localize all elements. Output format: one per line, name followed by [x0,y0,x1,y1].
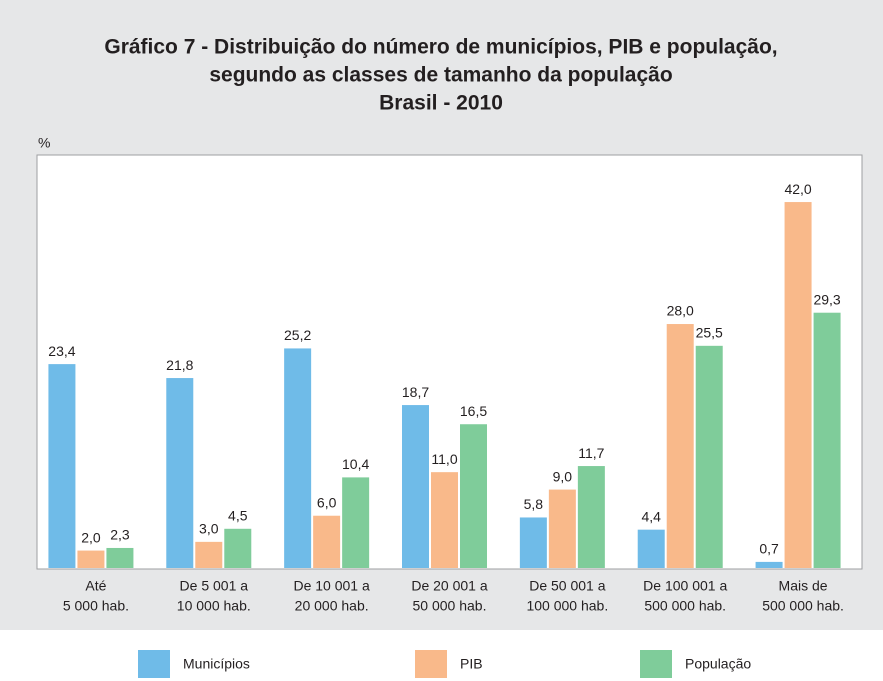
x-tick-label: 500 000 hab. [644,598,726,614]
bar [166,378,194,568]
x-tick-label: 10 000 hab. [177,598,251,614]
bar [195,541,223,568]
bar [402,405,429,568]
value-label: 21,8 [166,357,193,373]
x-tick-label: De 100 001 a [643,578,727,594]
value-label: 42,0 [784,181,811,197]
legend-label: Municípios [183,656,250,672]
bar [48,364,76,568]
bar [284,348,312,568]
bar [695,345,723,568]
chart-title: Brasil - 2010 [379,92,503,115]
value-label: 29,3 [813,291,840,307]
x-tick-label: Até [85,578,106,594]
legend-swatch [138,650,170,678]
x-tick-label: De 10 001 a [293,578,369,594]
bar [460,424,487,568]
value-label: 9,0 [553,468,573,484]
value-label: 23,4 [48,343,75,359]
value-label: 6,0 [317,494,337,510]
value-label: 11,7 [578,445,604,461]
y-axis-label: % [38,135,50,151]
value-label: 4,4 [641,508,661,524]
bar [548,489,576,568]
value-label: 5,8 [524,496,544,512]
bar [755,561,783,568]
x-tick-label: De 5 001 a [180,578,249,594]
x-tick-label: De 50 001 a [529,578,605,594]
x-tick-label: 50 000 hab. [413,598,487,614]
bar [224,528,252,568]
legend-swatch [415,650,447,678]
bar [519,517,547,568]
bar [666,324,694,568]
bar [106,547,134,568]
x-tick-label: 100 000 hab. [526,598,608,614]
bar [784,202,812,568]
chart-title: segundo as classes de tamanho da populaç… [209,64,672,87]
value-label: 2,3 [110,527,130,543]
legend-swatch [640,650,672,678]
bar [431,472,458,568]
value-label: 3,0 [199,521,219,537]
legend-label: PIB [460,656,483,672]
x-tick-label: Mais de [779,578,828,594]
bar [637,529,665,568]
bar [577,466,605,568]
bar [813,312,841,568]
value-label: 25,2 [284,327,311,343]
x-tick-label: 20 000 hab. [295,598,369,614]
value-label: 28,0 [667,303,694,319]
value-label: 16,5 [460,403,487,419]
value-label: 2,0 [81,529,101,545]
value-label: 4,5 [228,507,248,523]
value-label: 25,5 [696,325,723,341]
legend-label: População [685,656,751,672]
bar [313,515,341,568]
chart-title: Gráfico 7 - Distribuição do número de mu… [104,36,777,59]
value-label: 11,0 [431,451,457,467]
x-tick-label: 500 000 hab. [762,598,844,614]
value-label: 18,7 [402,384,429,400]
x-tick-label: De 20 001 a [411,578,487,594]
x-tick-label: 5 000 hab. [63,598,129,614]
value-label: 10,4 [342,456,369,472]
bar [77,550,105,568]
bar [342,477,370,568]
value-label: 0,7 [759,541,779,557]
